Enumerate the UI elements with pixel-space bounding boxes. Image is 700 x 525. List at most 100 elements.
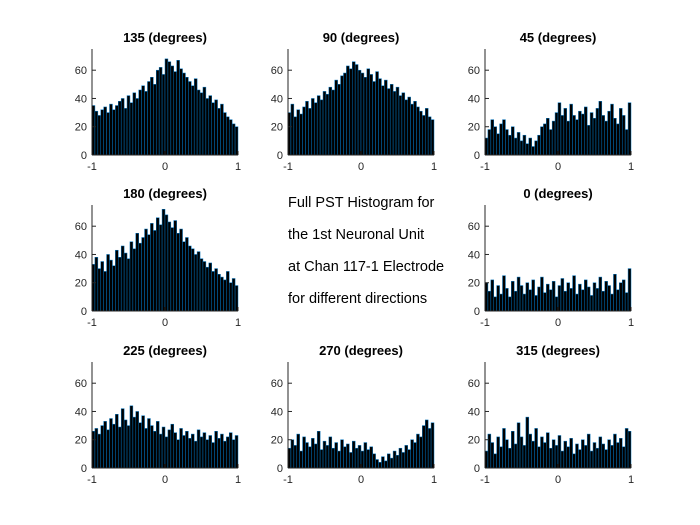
histogram-bar (619, 282, 623, 312)
histogram-bar (351, 61, 356, 156)
histogram-bar (378, 78, 382, 156)
histogram-bar (490, 279, 495, 312)
histogram-bar (176, 233, 180, 312)
histogram-bar (217, 108, 221, 156)
histogram-bar (173, 432, 177, 469)
histogram-bar (188, 438, 192, 469)
histogram-bar (419, 110, 423, 156)
histogram-bar (505, 439, 509, 469)
histogram-bar (223, 440, 227, 469)
histogram-bar (598, 436, 603, 469)
histogram-bar (138, 89, 142, 156)
histogram-bar (155, 421, 160, 469)
histogram-bar (182, 435, 186, 469)
histogram-bar (132, 248, 137, 312)
histogram-bar (598, 276, 603, 312)
histogram-bar (398, 95, 403, 156)
histogram-bar (589, 450, 594, 469)
histogram-bar (546, 283, 550, 312)
histogram-bar (123, 108, 128, 156)
histogram-bar (120, 408, 125, 469)
histogram-bar (153, 431, 157, 469)
histogram-bar (560, 115, 565, 156)
histogram-bar (138, 422, 142, 469)
histogram-bar (407, 96, 411, 156)
histogram-bar (217, 274, 221, 312)
histogram-bar (106, 112, 110, 156)
histogram-bar (613, 433, 617, 469)
histogram-bar (147, 418, 151, 469)
histogram-bar (185, 431, 189, 469)
histogram-bar (208, 95, 212, 156)
x-tick-label: 1 (628, 474, 634, 486)
histogram-bar (575, 443, 579, 469)
histogram-bar (607, 439, 611, 469)
histogram-bar (563, 290, 568, 312)
histogram-bar (340, 439, 344, 469)
histogram-bar (551, 439, 556, 469)
histogram-bar (487, 433, 492, 469)
histogram-bar (534, 295, 538, 312)
histogram-bar (354, 447, 359, 469)
histogram-bar (624, 292, 629, 312)
histogram-bar (384, 460, 388, 469)
y-tick-label: 0 (474, 463, 480, 475)
histogram-bar (167, 429, 172, 469)
histogram-bar (94, 428, 99, 469)
histogram-bar (97, 268, 102, 312)
histogram-bar (516, 276, 521, 312)
histogram-bar (613, 274, 617, 312)
histogram-bar (109, 259, 113, 312)
histogram-bar (176, 439, 180, 469)
histogram-bar (293, 445, 298, 469)
histogram-bar (496, 285, 500, 312)
histogram-bar (493, 453, 497, 469)
histogram-bar (343, 446, 347, 469)
x-tick-label: 0 (555, 474, 561, 486)
histogram-bar (505, 288, 509, 312)
histogram-bar (340, 75, 344, 156)
histogram-bar (299, 113, 303, 156)
histogram-bar (314, 443, 318, 469)
x-tick-label: 1 (235, 161, 241, 173)
histogram-bar (366, 449, 371, 469)
histogram-bar (290, 439, 295, 469)
histogram-bar (531, 146, 535, 156)
histogram-bar (516, 132, 521, 156)
histogram-bar (205, 98, 210, 156)
annotation-line-2: the 1st Neuronal Unit (288, 227, 425, 243)
histogram-bar (395, 455, 400, 469)
histogram-bar (100, 109, 104, 156)
histogram-bar (161, 74, 166, 156)
histogram-bar (627, 102, 632, 156)
histogram-bar (214, 431, 218, 469)
histogram-bar (129, 102, 134, 156)
y-tick-label: 20 (468, 278, 480, 290)
histogram-bar (305, 442, 309, 469)
histogram-bar (496, 133, 500, 156)
x-tick-label: 1 (628, 161, 634, 173)
histogram-bar (214, 99, 218, 156)
histogram-bar (349, 68, 353, 156)
x-tick-label: 0 (555, 161, 561, 173)
histogram-bar (337, 450, 341, 469)
histogram-bar (627, 268, 632, 312)
histogram-bar (316, 95, 321, 156)
histogram-bar (193, 440, 198, 469)
histogram-bar (519, 140, 524, 156)
panel-title: 225 (degrees) (123, 343, 207, 358)
histogram-bar (346, 65, 350, 156)
y-tick-label: 60 (75, 221, 87, 233)
histogram-bar (296, 109, 300, 156)
histogram-bar (508, 134, 512, 156)
histogram-bar (351, 440, 356, 469)
histogram-bar (349, 452, 353, 469)
histogram-bar (401, 452, 406, 469)
histogram-bar (598, 101, 603, 156)
histogram-bar (103, 271, 107, 312)
histogram-bar (525, 143, 530, 156)
histogram-bar (387, 88, 391, 156)
histogram-bar (581, 439, 585, 469)
